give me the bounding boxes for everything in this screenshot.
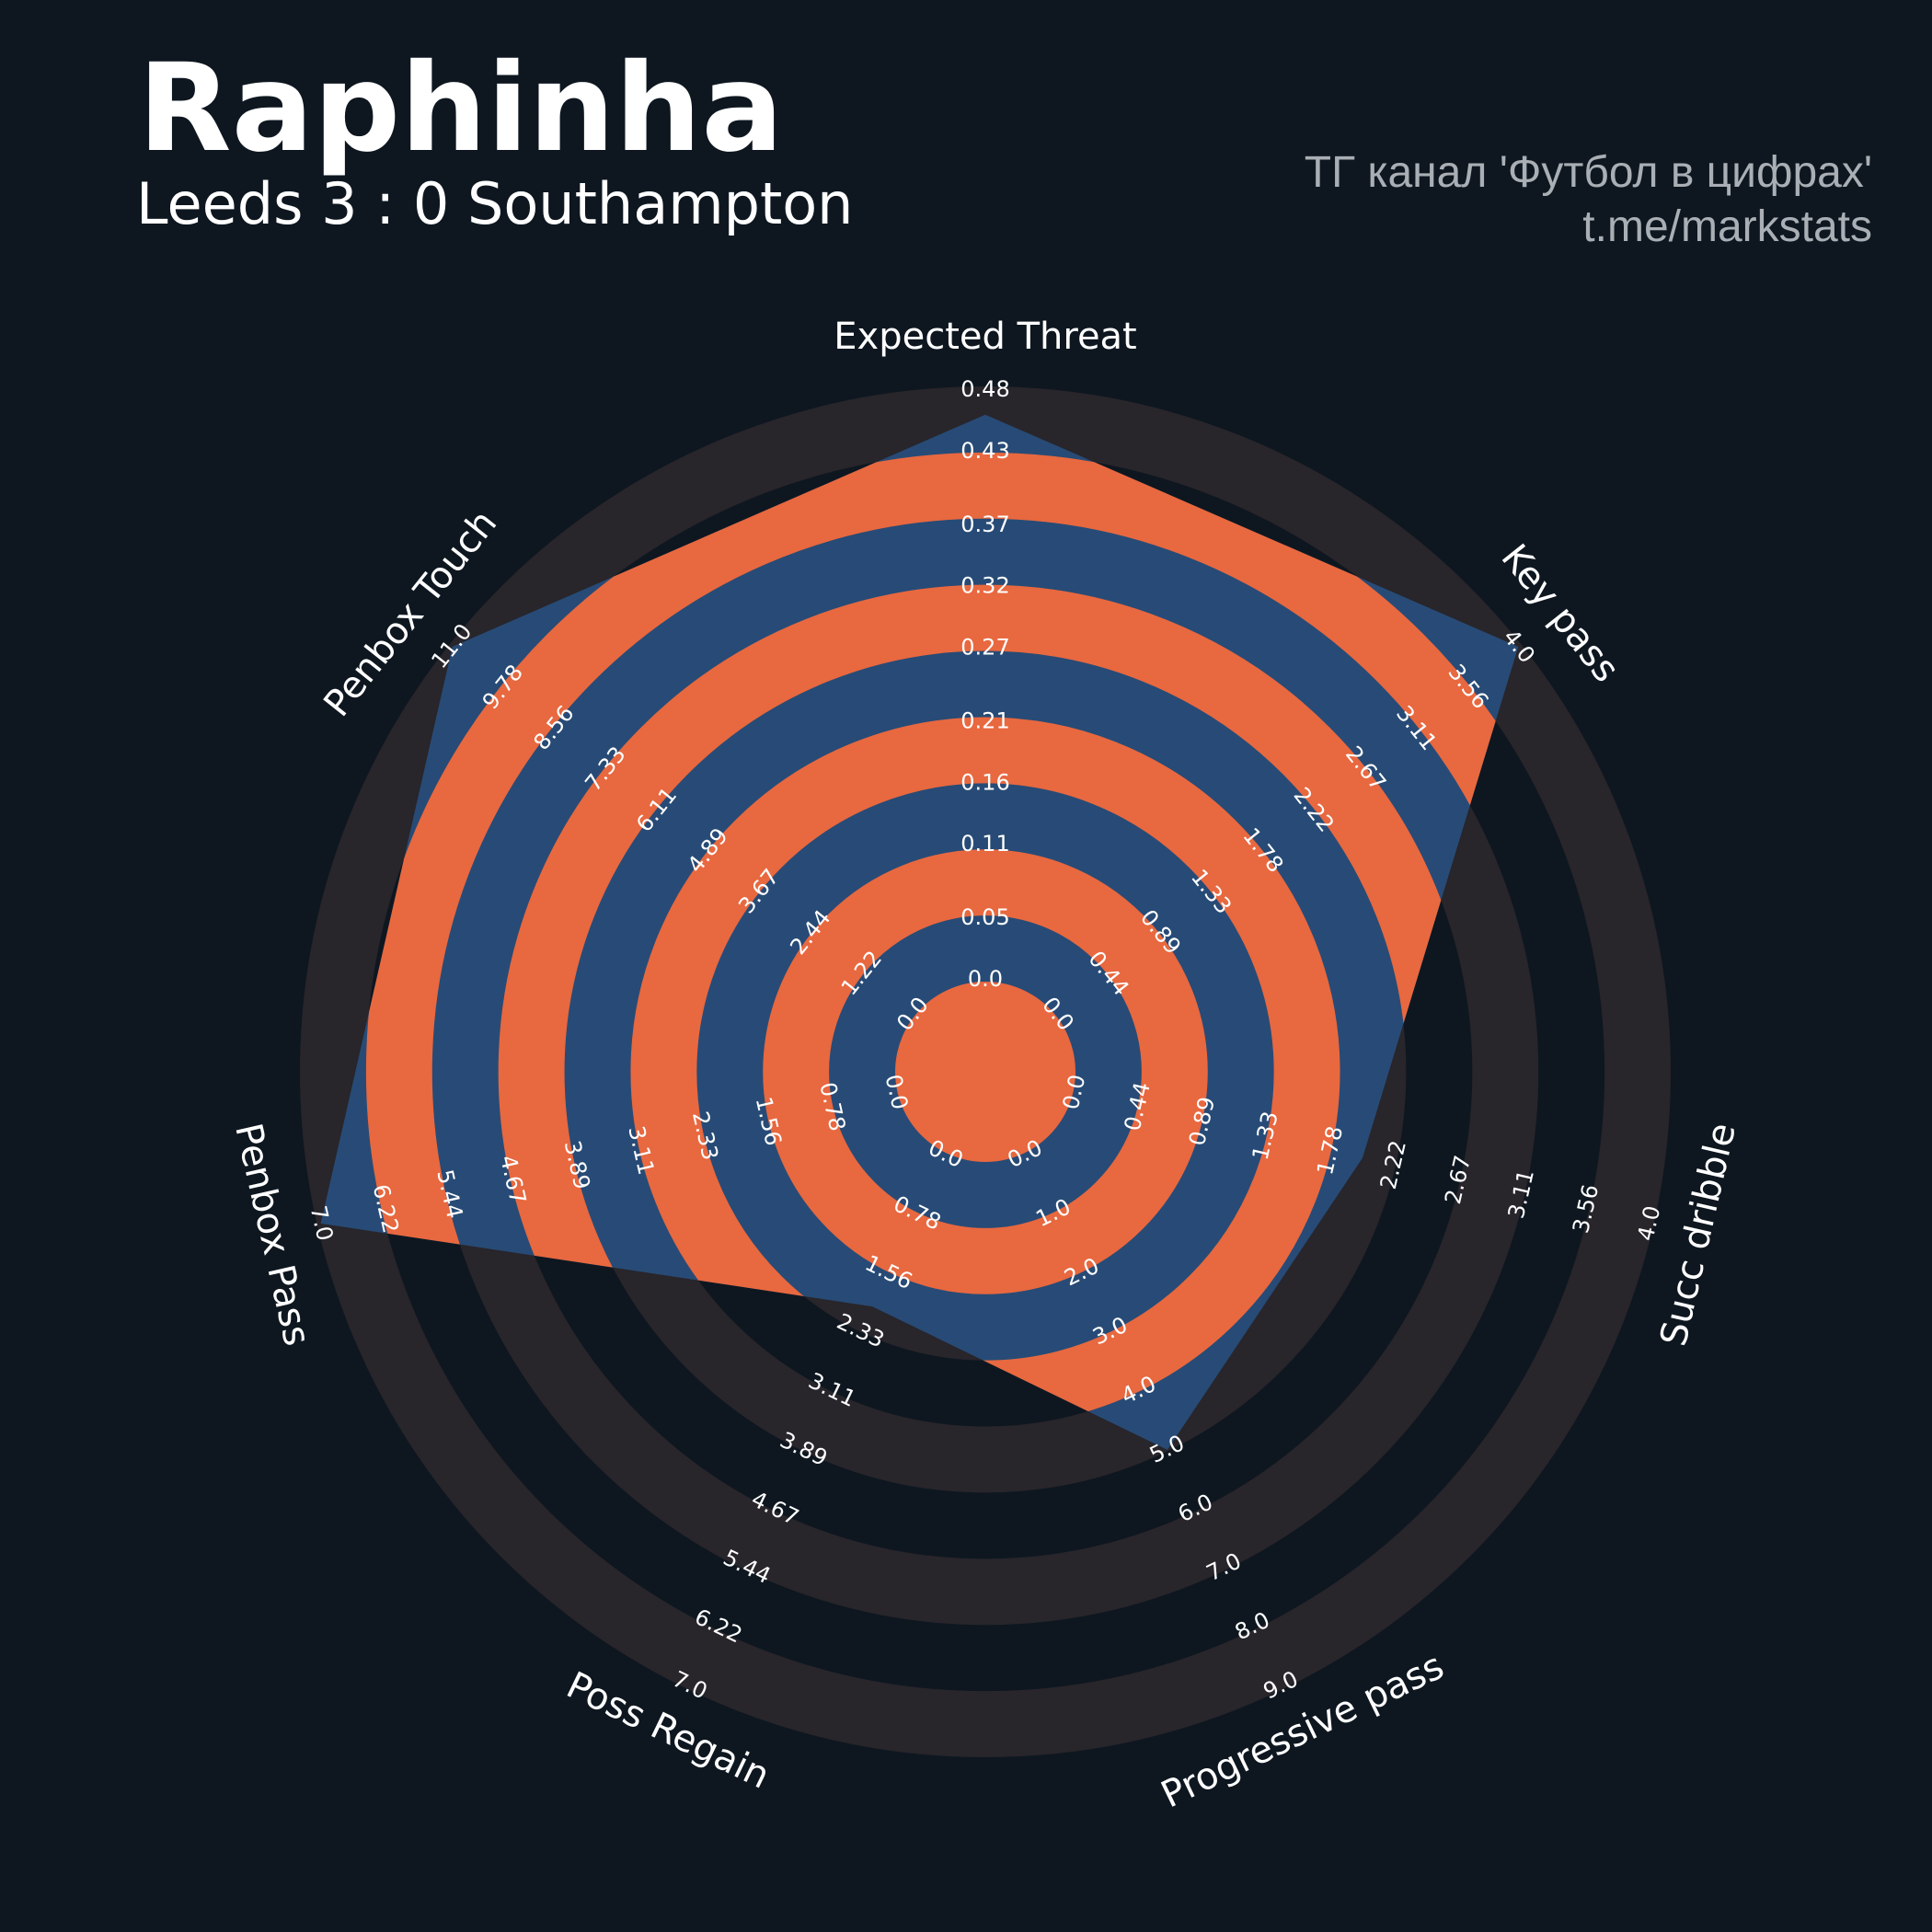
credit-line: t.me/markstats: [1582, 202, 1872, 251]
ring-band: [365, 452, 1519, 1450]
tick-label: 0.32: [960, 573, 1009, 599]
tick-label: 0.43: [960, 438, 1009, 464]
tick-label: 0.21: [960, 708, 1009, 734]
chart-title: Raphinha: [138, 38, 783, 179]
tick-label: 0.11: [960, 831, 1009, 857]
chart-subtitle: Leeds 3 : 0 Southampton: [136, 170, 853, 237]
ring-band: [895, 982, 1075, 1162]
tick-label: 0.16: [960, 769, 1009, 795]
axis-label: Expected Threat: [834, 316, 1137, 358]
tick-label: 0.05: [960, 904, 1009, 930]
tick-label: 0.27: [960, 634, 1009, 660]
credit-line: ТГ канал 'Футбол в цифрах': [1305, 148, 1872, 197]
ring-band: [763, 849, 1208, 1294]
tick-label: 0.48: [960, 376, 1009, 402]
tick-label: 0.0: [968, 966, 1003, 992]
tick-label: 0.37: [960, 512, 1009, 537]
